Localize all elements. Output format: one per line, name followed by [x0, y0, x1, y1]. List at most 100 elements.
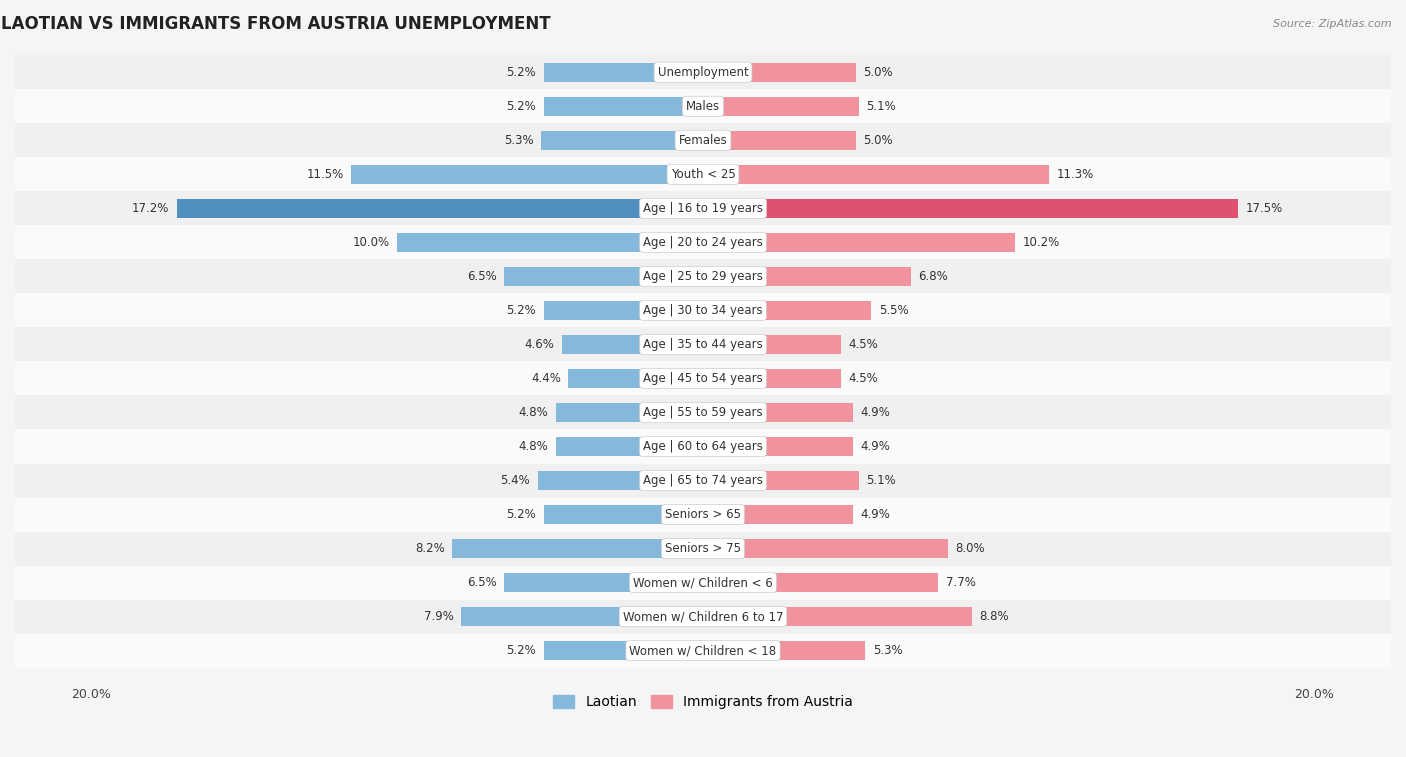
Bar: [453, 539, 703, 558]
Bar: [703, 607, 972, 626]
Text: Age | 45 to 54 years: Age | 45 to 54 years: [643, 372, 763, 385]
Text: 5.3%: 5.3%: [503, 134, 533, 147]
Bar: [15, 565, 1391, 600]
Text: 4.8%: 4.8%: [519, 406, 548, 419]
Text: 6.8%: 6.8%: [918, 270, 948, 283]
Text: Women w/ Children 6 to 17: Women w/ Children 6 to 17: [623, 610, 783, 623]
Text: LAOTIAN VS IMMIGRANTS FROM AUSTRIA UNEMPLOYMENT: LAOTIAN VS IMMIGRANTS FROM AUSTRIA UNEMP…: [1, 15, 551, 33]
Bar: [15, 226, 1391, 260]
Text: 5.5%: 5.5%: [879, 304, 908, 317]
Bar: [15, 600, 1391, 634]
Bar: [15, 55, 1391, 89]
Bar: [703, 505, 853, 524]
Text: Age | 20 to 24 years: Age | 20 to 24 years: [643, 236, 763, 249]
Text: Seniors > 75: Seniors > 75: [665, 542, 741, 555]
Bar: [703, 199, 1239, 218]
Bar: [505, 267, 703, 285]
Bar: [703, 233, 1015, 252]
Text: 8.2%: 8.2%: [415, 542, 444, 555]
Text: Age | 35 to 44 years: Age | 35 to 44 years: [643, 338, 763, 351]
Bar: [15, 328, 1391, 361]
Text: 4.9%: 4.9%: [860, 440, 890, 453]
Bar: [15, 123, 1391, 157]
Text: 4.9%: 4.9%: [860, 406, 890, 419]
Text: 4.4%: 4.4%: [531, 372, 561, 385]
Bar: [703, 437, 853, 456]
Bar: [544, 301, 703, 319]
Text: Females: Females: [679, 134, 727, 147]
Text: 4.5%: 4.5%: [848, 372, 877, 385]
Bar: [541, 131, 703, 150]
Bar: [15, 260, 1391, 294]
Bar: [703, 403, 853, 422]
Text: 8.8%: 8.8%: [980, 610, 1010, 623]
Text: Women w/ Children < 6: Women w/ Children < 6: [633, 576, 773, 589]
Bar: [703, 539, 948, 558]
Text: 6.5%: 6.5%: [467, 576, 496, 589]
Bar: [538, 471, 703, 490]
Bar: [703, 301, 872, 319]
Text: 17.5%: 17.5%: [1246, 202, 1284, 215]
Legend: Laotian, Immigrants from Austria: Laotian, Immigrants from Austria: [548, 690, 858, 715]
Text: 5.2%: 5.2%: [506, 304, 536, 317]
Bar: [562, 335, 703, 354]
Text: 4.6%: 4.6%: [524, 338, 555, 351]
Bar: [703, 131, 856, 150]
Text: Age | 55 to 59 years: Age | 55 to 59 years: [643, 406, 763, 419]
Text: Age | 16 to 19 years: Age | 16 to 19 years: [643, 202, 763, 215]
Bar: [703, 267, 911, 285]
Bar: [505, 573, 703, 592]
Text: 10.2%: 10.2%: [1022, 236, 1060, 249]
Text: 5.2%: 5.2%: [506, 644, 536, 657]
Text: 17.2%: 17.2%: [132, 202, 169, 215]
Text: 7.7%: 7.7%: [946, 576, 976, 589]
Text: Age | 65 to 74 years: Age | 65 to 74 years: [643, 474, 763, 487]
Bar: [557, 403, 703, 422]
Bar: [15, 395, 1391, 429]
Bar: [703, 641, 865, 660]
Bar: [15, 531, 1391, 565]
Bar: [557, 437, 703, 456]
Text: Youth < 25: Youth < 25: [671, 168, 735, 181]
Bar: [703, 97, 859, 116]
Bar: [703, 335, 841, 354]
Bar: [15, 497, 1391, 531]
Text: Age | 25 to 29 years: Age | 25 to 29 years: [643, 270, 763, 283]
Text: 5.2%: 5.2%: [506, 66, 536, 79]
Text: 5.1%: 5.1%: [866, 100, 897, 113]
Bar: [544, 97, 703, 116]
Text: Source: ZipAtlas.com: Source: ZipAtlas.com: [1274, 19, 1392, 29]
Bar: [461, 607, 703, 626]
Text: 5.3%: 5.3%: [873, 644, 903, 657]
Text: 6.5%: 6.5%: [467, 270, 496, 283]
Bar: [15, 463, 1391, 497]
Text: 5.4%: 5.4%: [501, 474, 530, 487]
Text: Unemployment: Unemployment: [658, 66, 748, 79]
Text: Age | 60 to 64 years: Age | 60 to 64 years: [643, 440, 763, 453]
Bar: [398, 233, 703, 252]
Text: 11.5%: 11.5%: [307, 168, 343, 181]
Bar: [568, 369, 703, 388]
Bar: [15, 89, 1391, 123]
Text: Women w/ Children < 18: Women w/ Children < 18: [630, 644, 776, 657]
Text: 11.3%: 11.3%: [1056, 168, 1094, 181]
Bar: [15, 361, 1391, 395]
Bar: [15, 192, 1391, 226]
Bar: [703, 369, 841, 388]
Bar: [177, 199, 703, 218]
Bar: [544, 641, 703, 660]
Text: 4.8%: 4.8%: [519, 440, 548, 453]
Bar: [352, 165, 703, 184]
Text: 5.0%: 5.0%: [863, 66, 893, 79]
Bar: [703, 165, 1049, 184]
Text: 10.0%: 10.0%: [353, 236, 389, 249]
Bar: [15, 294, 1391, 328]
Text: Age | 30 to 34 years: Age | 30 to 34 years: [643, 304, 763, 317]
Bar: [703, 471, 859, 490]
Text: Males: Males: [686, 100, 720, 113]
Bar: [15, 157, 1391, 192]
Text: 8.0%: 8.0%: [955, 542, 984, 555]
Text: 5.2%: 5.2%: [506, 508, 536, 521]
Bar: [15, 429, 1391, 463]
Text: 5.0%: 5.0%: [863, 134, 893, 147]
